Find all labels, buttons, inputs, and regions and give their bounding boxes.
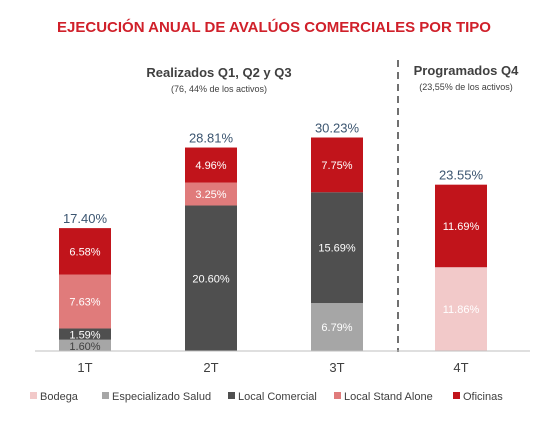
legend-label-0: Bodega (40, 391, 79, 403)
bar-segment-2t-3 (185, 182, 237, 206)
bar-segment-4t-4 (435, 184, 487, 268)
legend-swatch-1 (102, 392, 109, 399)
bar-segment-2t-2 (185, 205, 237, 351)
bar-segment-3t-1 (311, 303, 363, 351)
legend-swatch-2 (228, 392, 235, 399)
legend-label-1: Especializado Salud (112, 391, 211, 403)
section-note-realizados: (76, 44% de los activos) (171, 84, 267, 94)
bar-segment-1t-4 (59, 228, 111, 275)
section-title-realizados: Realizados Q1, Q2 y Q3 (146, 65, 291, 80)
section-note-programados: (23,55% de los activos) (419, 82, 513, 92)
legend-swatch-4 (453, 392, 460, 399)
segment-label-3t-4: 7.75% (321, 160, 352, 172)
bars-layer: 1.60%1.59% 7.63% 6.58% 17.40% 20.60% 3.25% 4.9… (59, 121, 487, 353)
legend-label-3: Local Stand Alone (344, 391, 433, 403)
total-label-2t: 28.81% (189, 131, 234, 146)
segment-label-1t-1: 1.60% (69, 341, 100, 353)
segment-label-4t-0: 11.86% (443, 304, 480, 316)
x-tick-3t: 3T (329, 360, 344, 375)
segment-label-2t-4: 4.96% (195, 160, 226, 172)
legend-swatch-0 (30, 392, 37, 399)
chart-title: EJECUCIÓN ANUAL DE AVALÚOS COMERCIALES P… (57, 18, 491, 36)
segment-label-3t-2: 15.69% (318, 243, 356, 255)
segment-label-1t-4: 6.58% (69, 246, 100, 258)
segment-label-1t-3: 7.63% (69, 297, 100, 309)
section-title-programados: Programados Q4 (414, 63, 520, 78)
x-tick-1t: 1T (77, 360, 92, 375)
legend-label-4: Oficinas (463, 391, 503, 403)
bar-segment-1t-1 (59, 339, 111, 351)
segment-label-2t-3: 3.25% (195, 189, 226, 201)
bar-segment-3t-4 (311, 137, 363, 193)
legend: Bodega Especializado Salud Local Comercial… (30, 391, 503, 403)
total-label-3t: 30.23% (315, 121, 360, 136)
segment-label-2t-2: 20.60% (192, 273, 230, 285)
bar-segment-2t-4 (185, 147, 237, 183)
segment-label-4t-4: 11.69% (443, 221, 480, 233)
x-tick-2t: 2T (203, 360, 218, 375)
total-label-4t: 23.55% (439, 168, 484, 183)
bar-segment-4t-0 (435, 267, 487, 351)
legend-swatch-3 (334, 392, 341, 399)
bar-segment-3t-2 (311, 192, 363, 304)
segment-label-3t-1: 6.79% (321, 322, 352, 334)
total-label-1t: 17.40% (63, 211, 108, 226)
segment-label-1t-2: 1.59% (69, 330, 100, 342)
bar-segment-1t-3 (59, 274, 111, 329)
x-ticks-layer: 1T 2T 3T 4T (77, 360, 468, 375)
legend-label-2: Local Comercial (238, 391, 317, 403)
bar-segment-1t-2 (59, 328, 111, 340)
x-tick-4t: 4T (453, 360, 468, 375)
